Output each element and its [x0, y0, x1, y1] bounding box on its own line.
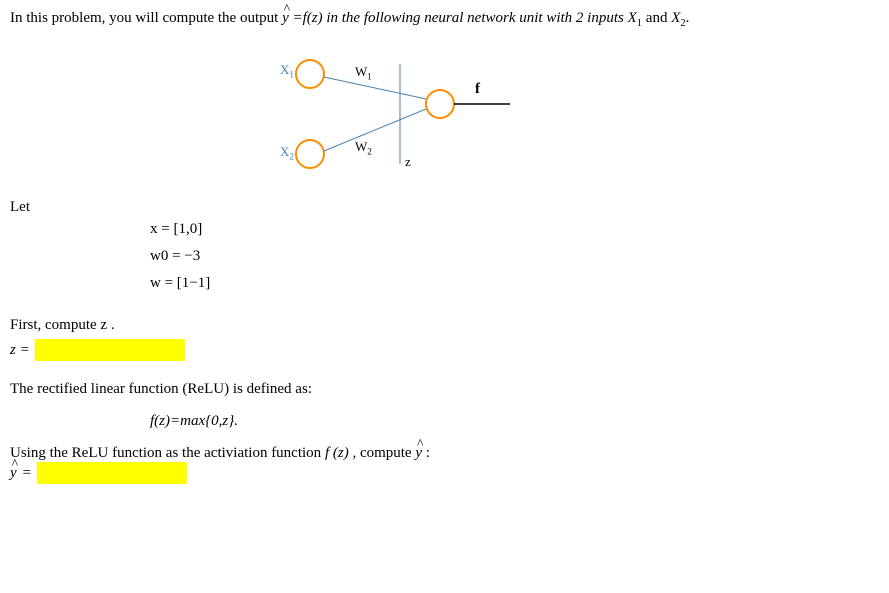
q2-colon: :: [426, 445, 430, 461]
q2-suffix: , compute: [352, 445, 415, 461]
q2-yhat: y: [415, 445, 422, 462]
x1-var: X: [628, 10, 637, 26]
output-node: [426, 90, 454, 118]
x1-node: [296, 60, 324, 88]
yhat-label: y: [10, 465, 17, 482]
let-section: Let x = [1,0] w0 = −3 w = [1−1]: [10, 199, 879, 297]
w2-label: W2: [355, 139, 372, 157]
z-label: z: [405, 154, 411, 170]
diagram-svg: [270, 49, 570, 179]
let-label: Let: [10, 199, 879, 216]
q2-prompt: Using the ReLU function as the activiati…: [10, 445, 879, 462]
x-value: x = [1,0]: [150, 216, 879, 243]
x1-label: X1: [280, 62, 294, 80]
relu-formula: f(z)=max{0,z}.: [150, 413, 879, 430]
w1-label: W1: [355, 64, 372, 82]
intro-and: and: [646, 10, 671, 26]
x1-sub: 1: [637, 18, 642, 29]
edge-x2: [324, 109, 426, 151]
q2-prefix: Using the ReLU function as the activiati…: [10, 445, 325, 461]
z-answer-input[interactable]: [35, 339, 185, 361]
problem-intro: In this problem, you will compute the ou…: [10, 10, 879, 29]
intro-period: .: [686, 10, 690, 26]
relu-intro: The rectified linear function (ReLU) is …: [10, 381, 879, 398]
x2-label: X2: [280, 144, 294, 162]
f-label: f: [475, 81, 480, 98]
yhat-symbol: y: [282, 10, 289, 27]
edge-x1: [324, 77, 426, 99]
given-values: x = [1,0] w0 = −3 w = [1−1]: [150, 216, 879, 297]
x2-node: [296, 140, 324, 168]
intro-prefix: In this problem, you will compute the ou…: [10, 10, 282, 26]
q1-answer-row: z =: [10, 339, 879, 361]
neural-network-diagram: X1 X2 W1 W2 z f: [270, 49, 570, 179]
q2-fz: f (z): [325, 445, 349, 461]
intro-eqfz: =f(z) in the following neural network un…: [292, 10, 627, 26]
yhat-answer-input[interactable]: [37, 462, 187, 484]
z-equals: z =: [10, 342, 30, 359]
x2-var: X: [671, 10, 680, 26]
yhat-eq: =: [22, 465, 32, 482]
w-value: w = [1−1]: [150, 270, 879, 297]
q1-prompt: First, compute z .: [10, 317, 879, 334]
w0-value: w0 = −3: [150, 243, 879, 270]
q2-answer-row: y =: [10, 462, 879, 484]
